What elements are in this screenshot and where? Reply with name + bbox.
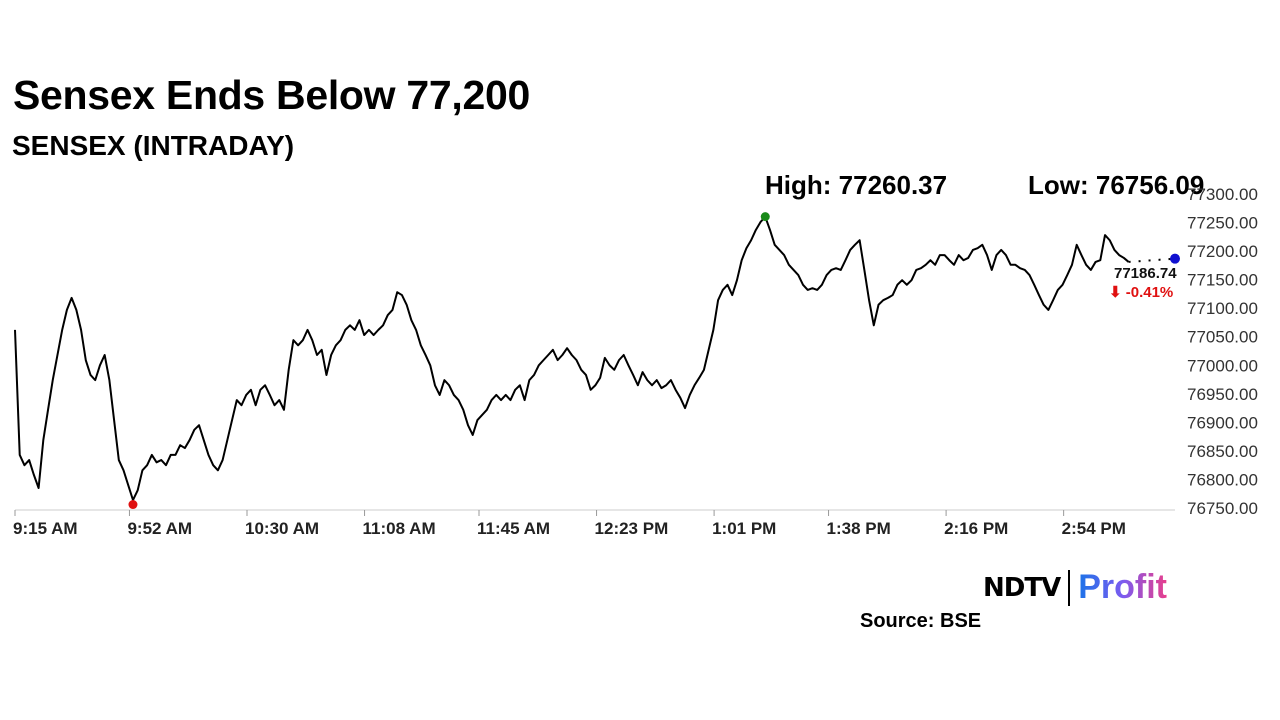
y-tick-label: 76750.00 [1187,499,1258,518]
y-tick-label: 77300.00 [1187,185,1258,204]
close-value-label: 77186.74 [1114,265,1177,282]
y-tick-label: 77250.00 [1187,214,1258,233]
y-tick-label: 77200.00 [1187,242,1258,261]
high-marker [760,212,770,222]
ndtv-profit-logo: NDTV Profit [983,568,1167,607]
close-marker [1170,253,1180,264]
y-tick-label: 77150.00 [1187,271,1258,290]
low-label: Low: 76756.09 [1028,170,1205,200]
x-tick-label: 2:16 PM [944,519,1008,538]
y-tick-label: 77050.00 [1187,328,1258,347]
x-tick-label: 2:54 PM [1062,519,1126,538]
y-tick-label: 76850.00 [1187,442,1258,461]
price-line [14,215,1130,502]
logo-divider [1068,569,1071,606]
y-tick-label: 77000.00 [1187,356,1258,375]
y-tick-label: 76900.00 [1187,413,1258,432]
x-tick-label: 11:45 AM [477,519,550,538]
chart-title: Sensex Ends Below 77,200 [13,72,530,118]
low-marker [128,500,138,510]
x-tick-label: 9:15 AM [13,519,78,538]
x-tick-label: 1:38 PM [827,519,891,538]
logo-profit: Profit [1078,568,1167,606]
y-tick-label: 77100.00 [1187,299,1258,318]
source-note: Source: BSE [860,610,982,632]
x-tick-label: 12:23 PM [595,519,669,538]
x-tick-label: 10:30 AM [245,519,319,538]
change-label: ⬇ -0.41% [1109,284,1173,301]
y-tick-label: 76800.00 [1187,470,1258,489]
x-tick-label: 1:01 PM [712,519,776,538]
high-label: High: 77260.37 [765,170,948,200]
x-tick-label: 9:52 AM [127,519,192,538]
x-tick-label: 11:08 AM [363,519,436,538]
logo-ndtv: NDTV [983,572,1061,603]
chart-subtitle: SENSEX (INTRADAY) [12,130,295,161]
y-tick-label: 76950.00 [1187,385,1258,404]
price-line-tail [1128,257,1176,263]
